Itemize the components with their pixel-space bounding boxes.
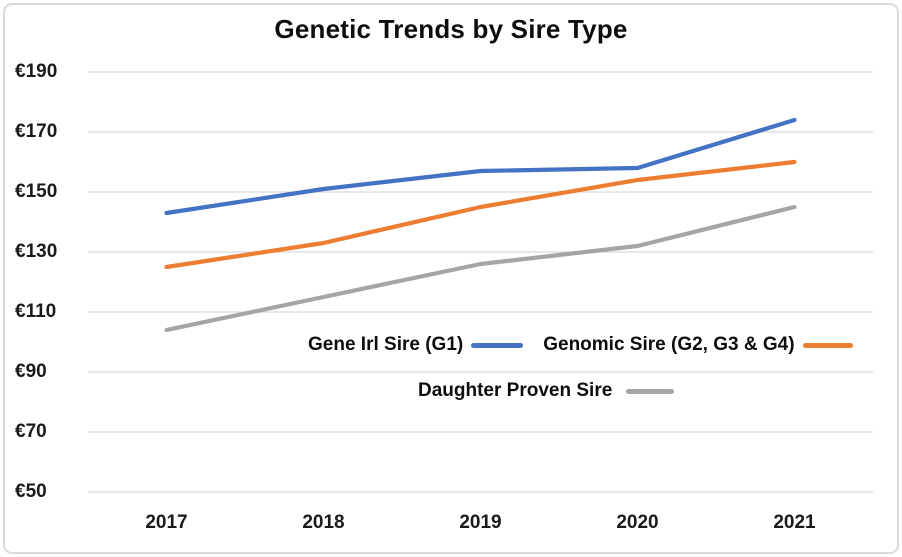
y-tick-label: €70 [15, 421, 47, 442]
legend-item-gene-irl-sire: Gene Irl Sire (G1) [308, 334, 524, 356]
series-line-1 [164, 159, 797, 270]
y-tick-label: €150 [15, 181, 58, 202]
legend-line-swatch-blue [471, 342, 524, 348]
x-tick-label: 2021 [773, 512, 816, 533]
chart-title: Genetic Trends by Sire Type [274, 14, 628, 44]
y-tick-label: €110 [15, 301, 57, 322]
legend-label-daughter-proven-sire: Daughter Proven Sire [418, 380, 613, 401]
legend-item-daughter-proven-sire: Daughter Proven Sire [418, 380, 675, 402]
x-tick-label: 2018 [302, 512, 345, 533]
x-tick-label: 2020 [616, 512, 659, 533]
legend-label-gene-irl-sire: Gene Irl Sire (G1) [308, 334, 464, 355]
y-tick-label: €170 [15, 121, 58, 142]
series-line-2 [164, 204, 797, 333]
legend-item-genomic-sire: Genomic Sire (G2, G3 & G4) [543, 334, 853, 356]
legend-row-2: Daughter Proven Sire [418, 380, 675, 402]
legend-line-swatch-gray [626, 388, 675, 394]
x-tick-label: 2019 [459, 512, 502, 533]
y-tick-label: €130 [15, 241, 58, 262]
legend-row-1: Gene Irl Sire (G1) Genomic Sire (G2, G3 … [308, 334, 853, 356]
x-tick-label: 2017 [145, 512, 188, 533]
chart-frame [3, 3, 899, 554]
y-tick-label: €50 [15, 481, 47, 502]
series-line-0 [164, 117, 797, 216]
y-tick-label: €90 [15, 361, 47, 382]
y-tick-label: €190 [15, 61, 58, 82]
legend-line-swatch-orange [802, 342, 853, 348]
legend-label-genomic-sire: Genomic Sire (G2, G3 & G4) [543, 334, 795, 355]
